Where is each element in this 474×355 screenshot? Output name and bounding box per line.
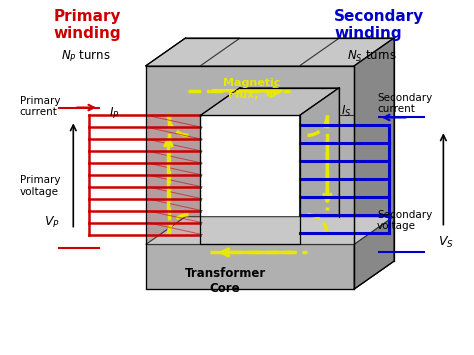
Text: Primary
current: Primary current	[20, 95, 60, 117]
Polygon shape	[300, 88, 339, 245]
Text: $I_S$: $I_S$	[341, 104, 351, 119]
Polygon shape	[148, 211, 201, 223]
Polygon shape	[148, 151, 201, 163]
Polygon shape	[146, 38, 240, 66]
Polygon shape	[148, 163, 201, 175]
Polygon shape	[146, 217, 394, 245]
Polygon shape	[300, 38, 394, 66]
Polygon shape	[146, 245, 354, 289]
Polygon shape	[148, 127, 201, 139]
Text: Magnetic
Flux,  Φ: Magnetic Flux, Φ	[223, 78, 281, 99]
Text: Secondary
voltage: Secondary voltage	[377, 210, 432, 231]
Text: Primary
voltage: Primary voltage	[20, 175, 60, 197]
Polygon shape	[201, 88, 339, 115]
Polygon shape	[146, 115, 201, 245]
Text: $N_S$ turns: $N_S$ turns	[347, 49, 397, 64]
Polygon shape	[354, 217, 394, 289]
Polygon shape	[300, 115, 354, 245]
Polygon shape	[148, 187, 201, 199]
Polygon shape	[148, 175, 201, 187]
Text: $N_P$ turns: $N_P$ turns	[62, 49, 111, 64]
Text: Primary
winding: Primary winding	[54, 9, 121, 40]
Text: Secondary
current: Secondary current	[377, 93, 432, 114]
Text: $V_S$: $V_S$	[438, 235, 454, 250]
Polygon shape	[148, 139, 201, 151]
Polygon shape	[146, 38, 394, 66]
Polygon shape	[354, 38, 394, 289]
Polygon shape	[148, 223, 201, 235]
Text: Secondary
winding: Secondary winding	[334, 9, 425, 40]
Polygon shape	[146, 66, 354, 115]
Text: $I_P$: $I_P$	[109, 105, 119, 121]
Text: $V_P$: $V_P$	[44, 215, 59, 230]
Polygon shape	[148, 199, 201, 211]
Text: Transformer
Core: Transformer Core	[184, 267, 266, 295]
Polygon shape	[148, 115, 201, 127]
